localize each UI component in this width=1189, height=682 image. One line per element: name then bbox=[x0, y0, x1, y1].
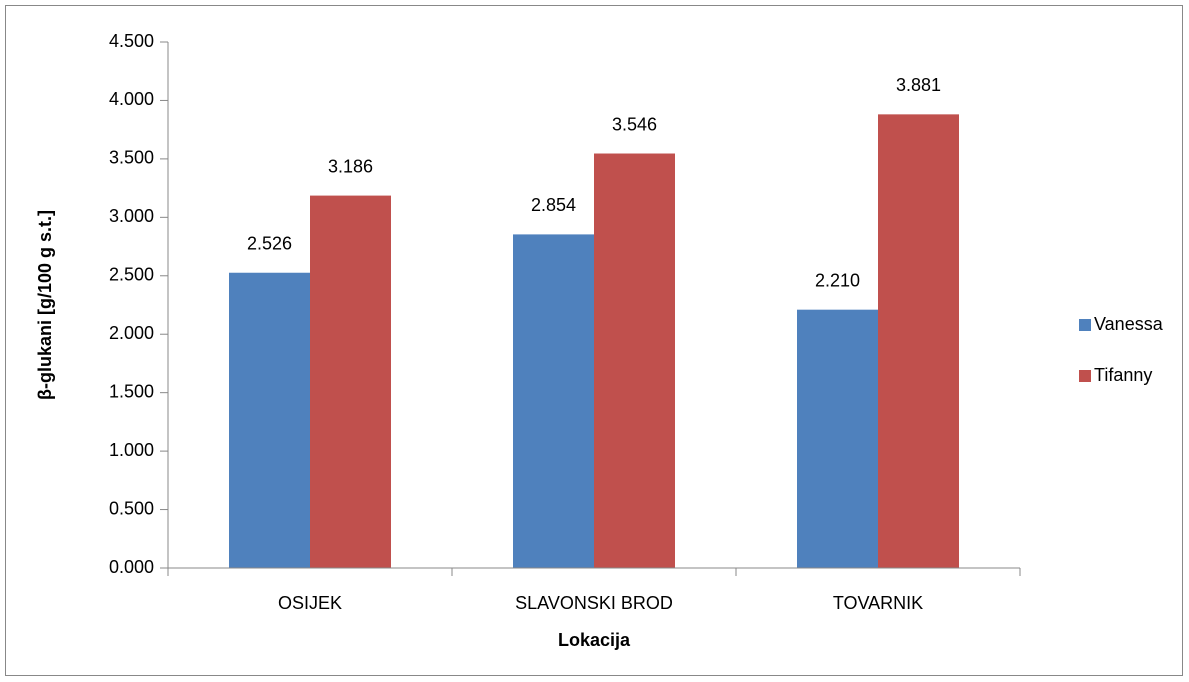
bar bbox=[797, 309, 878, 568]
y-axis-title: β-glukani [g/100 g s.t.] bbox=[35, 210, 55, 400]
data-label: 2.526 bbox=[247, 233, 292, 253]
data-label: 3.881 bbox=[896, 75, 941, 95]
y-tick-label: 1.500 bbox=[109, 381, 154, 401]
bar bbox=[513, 234, 594, 568]
legend-swatch bbox=[1079, 319, 1091, 331]
y-tick-label: 0.500 bbox=[109, 498, 154, 518]
x-tick-label: SLAVONSKI BROD bbox=[515, 593, 673, 613]
legend-label: Vanessa bbox=[1094, 314, 1164, 334]
data-label: 2.210 bbox=[815, 270, 860, 290]
x-tick-label: OSIJEK bbox=[278, 593, 342, 613]
data-label: 3.546 bbox=[612, 114, 657, 134]
bar bbox=[310, 195, 391, 569]
y-tick-label: 3.500 bbox=[109, 148, 154, 168]
bar bbox=[594, 153, 675, 568]
legend-swatch bbox=[1079, 370, 1091, 382]
data-label: 3.186 bbox=[328, 156, 373, 176]
y-tick-label: 0.000 bbox=[109, 557, 154, 577]
y-tick-label: 2.500 bbox=[109, 265, 154, 285]
bar bbox=[878, 114, 959, 569]
y-tick-label: 2.000 bbox=[109, 323, 154, 343]
bar bbox=[229, 272, 310, 568]
y-tick-label: 4.500 bbox=[109, 31, 154, 51]
x-axis-title: Lokacija bbox=[558, 630, 631, 650]
y-tick-label: 4.000 bbox=[109, 89, 154, 109]
data-label: 2.854 bbox=[531, 195, 576, 215]
legend-label: Tifanny bbox=[1094, 365, 1152, 385]
y-tick-label: 1.000 bbox=[109, 440, 154, 460]
y-tick-label: 3.000 bbox=[109, 206, 154, 226]
x-tick-label: TOVARNIK bbox=[833, 593, 923, 613]
